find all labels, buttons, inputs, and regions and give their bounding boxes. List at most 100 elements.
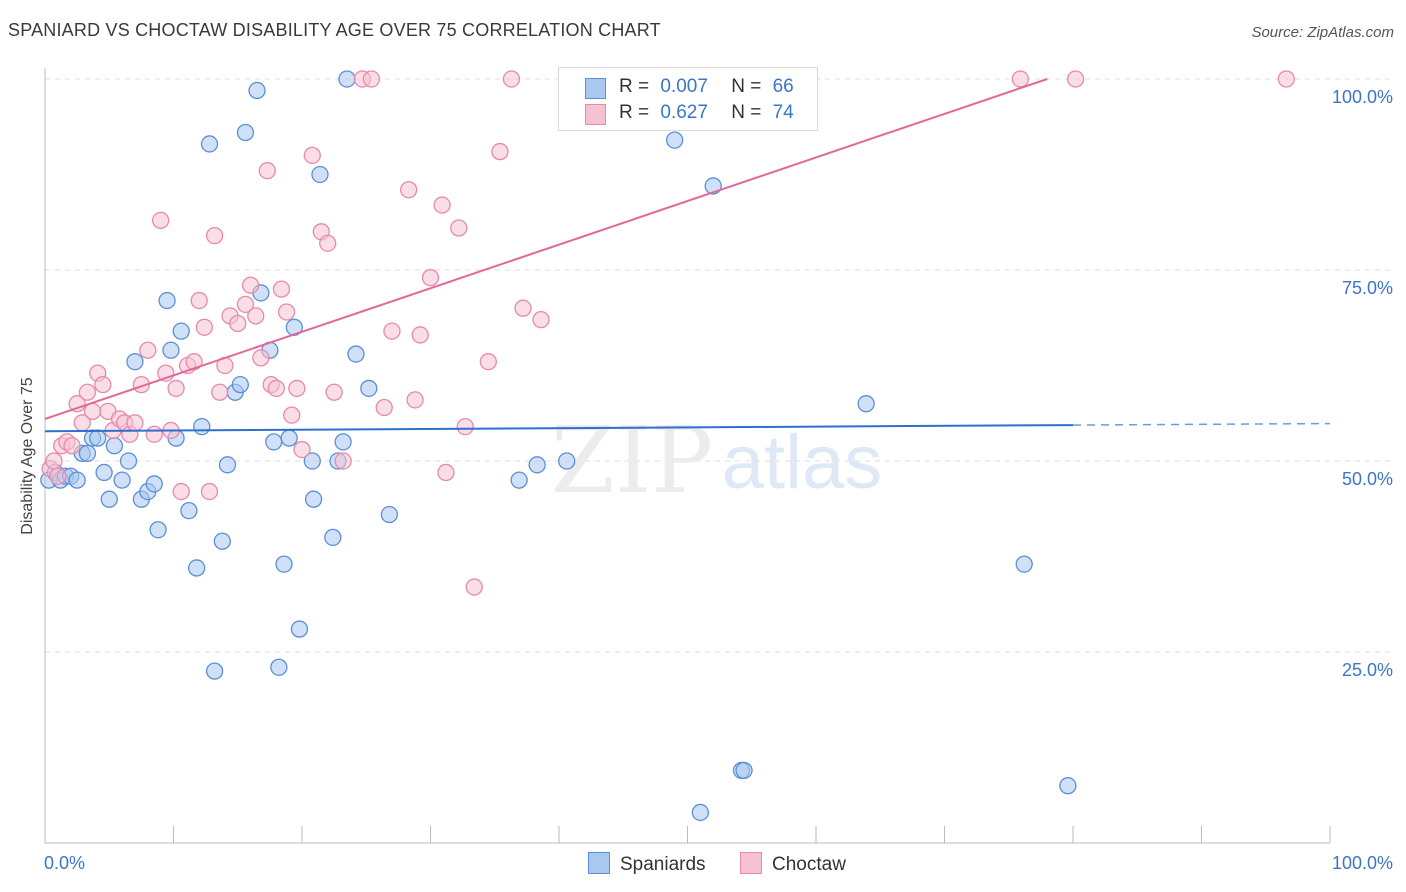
watermark-atlas: atlas xyxy=(722,420,883,505)
n-label: N = xyxy=(731,102,762,123)
choctaw-point xyxy=(49,467,67,485)
spaniards-point xyxy=(270,658,288,676)
choctaw-point xyxy=(400,181,418,199)
choctaw-point xyxy=(325,383,343,401)
chart-title: SPANIARD VS CHOCTAW DISABILITY AGE OVER … xyxy=(8,20,661,40)
choctaw-point xyxy=(190,291,208,310)
choctaw-point xyxy=(479,353,497,371)
choctaw-point xyxy=(421,268,440,287)
spaniards-point xyxy=(691,803,709,822)
choctaw-point xyxy=(465,578,483,596)
choctaw-point xyxy=(502,70,521,88)
y-tick-label: 75.0% xyxy=(1342,278,1393,298)
choctaw-point xyxy=(94,375,112,394)
spaniards-point xyxy=(1059,777,1077,795)
spaniards-point xyxy=(265,433,283,451)
choctaw-point xyxy=(145,425,163,443)
spaniards-point xyxy=(193,417,211,436)
choctaw-point xyxy=(205,226,224,245)
legend-item-spaniards[interactable]: Spaniards xyxy=(588,852,706,876)
spaniards-point xyxy=(172,322,190,340)
r-value-choctaw: 0.627 xyxy=(660,102,708,123)
choctaw-point xyxy=(45,452,63,470)
choctaw-point xyxy=(167,379,185,398)
tick-labels: 25.0% 50.0% 75.0% 100.0% 0.0% 100.0% xyxy=(44,87,1393,873)
spaniards-point xyxy=(180,502,198,520)
choctaw-point xyxy=(236,295,255,314)
choctaw-point xyxy=(383,322,401,340)
n-label: N = xyxy=(731,76,762,97)
choctaw-point xyxy=(334,452,352,470)
choctaw-point xyxy=(514,299,532,317)
choctaw-point xyxy=(185,353,203,371)
spaniards-point xyxy=(218,456,237,474)
series-choctaw-points xyxy=(41,70,1295,596)
spaniards-point xyxy=(236,123,255,142)
spaniards-point xyxy=(213,532,231,550)
choctaw-point xyxy=(63,437,81,455)
trend-lines xyxy=(44,78,1331,433)
choctaw-point xyxy=(211,383,229,401)
spaniards-point xyxy=(510,471,528,489)
spaniards-point xyxy=(119,452,138,470)
y-tick-label: 50.0% xyxy=(1342,469,1393,489)
spaniards-point xyxy=(1015,555,1033,573)
spaniards-point xyxy=(231,375,249,394)
choctaw-point xyxy=(247,307,265,325)
choctaw-point xyxy=(303,146,321,165)
spaniards-point xyxy=(149,521,167,539)
spaniards-point xyxy=(324,528,342,547)
spaniards-point xyxy=(113,471,131,489)
choctaw-point xyxy=(411,326,429,344)
spaniards-point xyxy=(360,379,378,398)
watermark-zip: ZIP xyxy=(551,407,713,514)
spaniards-point xyxy=(857,395,875,413)
spaniards-point xyxy=(100,490,118,508)
choctaw-point xyxy=(362,70,381,88)
legend-label-choctaw: Choctaw xyxy=(772,854,846,875)
series-spaniards-points xyxy=(40,70,1077,822)
spaniards-point xyxy=(205,662,224,680)
choctaw-point xyxy=(126,414,144,432)
choctaw-point xyxy=(1066,70,1085,88)
choctaw-point xyxy=(229,314,247,333)
choctaw-point xyxy=(450,219,468,237)
spaniards-point xyxy=(338,70,356,88)
spaniards-point xyxy=(311,165,329,184)
source-credit: Source: ZipAtlas.com xyxy=(1251,24,1394,41)
choctaw-point xyxy=(139,341,157,359)
spaniards-point xyxy=(78,444,97,463)
spaniards-point xyxy=(334,433,352,451)
legend-item-choctaw[interactable]: Choctaw xyxy=(740,852,846,876)
choctaw-point xyxy=(1277,70,1295,88)
spaniards-point xyxy=(303,452,321,470)
spaniards-point xyxy=(735,761,753,780)
choctaw-point xyxy=(267,379,285,398)
choctaw-point xyxy=(172,482,190,501)
spaniards-point xyxy=(89,429,107,447)
gridlines xyxy=(45,78,1393,653)
choctaw-point xyxy=(437,463,455,482)
spaniards-point xyxy=(95,463,113,482)
spaniards-point xyxy=(304,490,323,508)
choctaw-point xyxy=(277,303,296,321)
choctaw-point xyxy=(375,398,393,417)
choctaw-swatch xyxy=(740,852,762,874)
spaniards-point xyxy=(187,559,206,577)
axes xyxy=(44,68,1331,844)
spaniards-point xyxy=(347,345,365,363)
choctaw-point xyxy=(200,482,219,501)
y-tick-label: 25.0% xyxy=(1342,660,1393,680)
trend-line-spaniards-extension xyxy=(1072,422,1331,426)
spaniards-point xyxy=(158,291,176,310)
choctaw-point xyxy=(1011,70,1029,88)
r-label: R = xyxy=(619,102,650,123)
legend-label-spaniards: Spaniards xyxy=(620,854,706,875)
choctaw-point xyxy=(151,211,170,229)
choctaw-point xyxy=(272,280,291,298)
choctaw-point xyxy=(241,276,260,294)
choctaw-point xyxy=(491,142,509,161)
choctaw-point xyxy=(288,379,306,398)
spaniards-point xyxy=(105,437,124,455)
